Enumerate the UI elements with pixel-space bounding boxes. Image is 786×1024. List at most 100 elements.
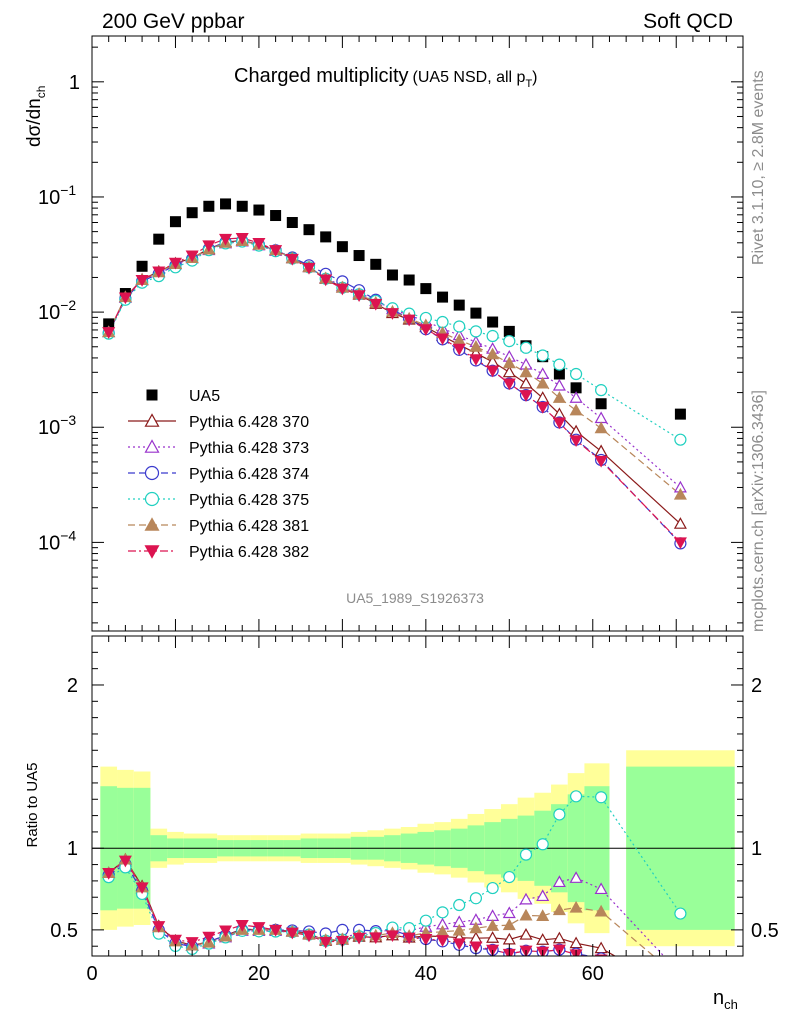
legend-marker <box>144 517 160 531</box>
legend-marker <box>146 389 158 401</box>
legend-marker <box>144 545 160 559</box>
series-point-4 <box>436 315 449 329</box>
data-point <box>270 210 282 222</box>
svg-text:nch: nch <box>713 987 738 1012</box>
ratio-point-1 <box>675 988 686 998</box>
series-point-5 <box>486 347 500 360</box>
ratio-point-2 <box>486 909 500 921</box>
series-point-6 <box>102 327 116 339</box>
series-point-6 <box>486 365 500 378</box>
y-tick-label-base: 10 <box>38 532 60 554</box>
y-tick-label: 10−3 <box>38 412 76 439</box>
series-point-6 <box>452 343 466 356</box>
data-point <box>370 258 382 270</box>
ratio-point-5 <box>536 909 550 921</box>
series-point-5 <box>594 421 608 434</box>
ratio-point-6 <box>152 921 166 933</box>
series-point-6 <box>252 238 266 250</box>
data-point <box>470 307 482 319</box>
data-point <box>674 408 686 420</box>
data-point <box>236 200 248 212</box>
legend-label: Pythia 6.428 374 <box>189 466 309 483</box>
y-tick-label-base: 10 <box>38 302 60 324</box>
series-point-4 <box>486 329 499 343</box>
plot-subtitle-sub: T <box>525 78 532 90</box>
ratio-point-6 <box>285 927 299 940</box>
series-point-6 <box>118 292 132 305</box>
ratio-point-6 <box>385 930 399 943</box>
data-point <box>453 299 465 311</box>
ratio-point-5 <box>519 908 533 921</box>
data-point <box>386 269 398 281</box>
ratio-panel-frame <box>91 635 744 957</box>
ratio-y-tick-label-right: 1 <box>751 838 762 860</box>
series-point-6 <box>202 240 216 253</box>
ratio-y-tick-label: 1 <box>67 838 78 860</box>
ratio-point-4 <box>519 848 533 861</box>
ratio-point-5 <box>675 973 686 983</box>
data-point <box>203 200 215 212</box>
series-point-6 <box>185 250 199 263</box>
header-left-label: 200 GeV ppbar <box>102 10 244 33</box>
ratio-y-tick-label: 2 <box>67 675 78 697</box>
legend-label: Pythia 6.428 375 <box>189 492 309 509</box>
ratio-point-1 <box>519 927 533 940</box>
ratio-point-1 <box>486 931 500 943</box>
x-tick-label: 0 <box>86 963 97 985</box>
data-point <box>186 207 198 219</box>
y-tick-label-exp: −4 <box>60 527 76 543</box>
series-point-2 <box>552 378 566 391</box>
plot-subtitle-end: ) <box>532 69 537 86</box>
series-point-6 <box>285 253 299 266</box>
data-point <box>595 398 607 410</box>
series-point-5 <box>469 340 483 352</box>
series-point-6 <box>502 378 516 391</box>
legend-label: Pythia 6.428 370 <box>189 414 309 431</box>
ratio-point-6 <box>235 919 249 932</box>
ratio-point-5 <box>594 904 608 917</box>
ratio-point-4 <box>453 898 466 912</box>
ratio-point-4 <box>553 808 566 821</box>
series-point-4 <box>569 367 583 381</box>
ratio-point-5 <box>486 919 500 931</box>
ratio-point-6 <box>168 934 182 947</box>
data-point <box>320 231 332 243</box>
series-point-4 <box>674 433 687 446</box>
y-tick-label: 10−2 <box>38 297 76 324</box>
ratio-point-4 <box>436 906 449 919</box>
series-point-6 <box>673 537 687 550</box>
ratio-point-1 <box>552 931 566 944</box>
ratio-point-6 <box>135 882 149 895</box>
series-point-6 <box>302 262 316 275</box>
ratio-point-6 <box>269 924 283 937</box>
series-point-6 <box>269 245 283 257</box>
y-tick-label-exp: −2 <box>60 297 76 313</box>
ratio-axis-title: Ratio to UA5 <box>24 762 41 847</box>
ratio-point-6 <box>402 932 416 945</box>
series-point-6 <box>168 257 182 270</box>
series-point-5 <box>673 487 687 500</box>
data-point <box>286 217 298 229</box>
y-tick-label: 10−4 <box>38 527 76 554</box>
series-point-4 <box>453 320 466 333</box>
y-tick-label-base: 1 <box>69 72 80 94</box>
ratio-point-6 <box>436 935 450 947</box>
legend-marker <box>144 439 160 453</box>
series-point-5 <box>569 403 583 416</box>
ratio-point-6 <box>102 868 116 880</box>
data-point <box>169 216 181 228</box>
ratio-point-2 <box>536 889 550 902</box>
legend-label: Pythia 6.428 381 <box>189 518 309 535</box>
series-point-1 <box>673 517 687 529</box>
ratio-point-6 <box>419 934 433 946</box>
ratio-point-6 <box>452 938 466 951</box>
data-point <box>420 283 432 295</box>
ratio-point-6 <box>185 937 199 949</box>
ratio-point-1 <box>502 932 516 945</box>
ratio-point-4 <box>419 914 432 927</box>
legend-label: UA5 <box>189 388 220 405</box>
ratio-y-tick-label-right: 0.5 <box>751 920 779 942</box>
ratio-point-6 <box>252 922 266 934</box>
series-point-5 <box>552 391 566 403</box>
